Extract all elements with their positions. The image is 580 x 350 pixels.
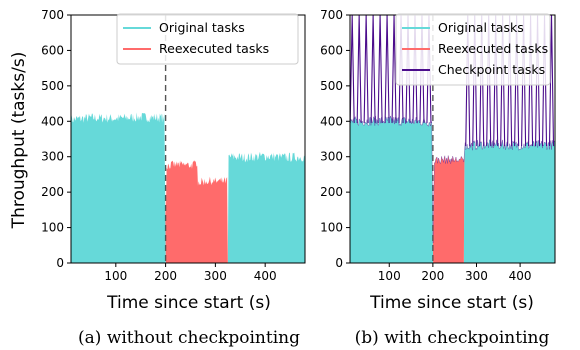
x-tick-label: 200: [154, 269, 177, 283]
x-tick-label: 400: [509, 269, 532, 283]
y-tick-label: 0: [335, 256, 343, 270]
checkpoint-spike: [419, 15, 425, 124]
y-tick-label: 500: [320, 79, 343, 93]
checkpoint-spike: [426, 15, 432, 124]
checkpoint-spike: [479, 15, 485, 147]
series-area-original-tasks: [350, 115, 555, 263]
checkpoint-edge: [350, 115, 555, 243]
checkpoint-spike: [350, 15, 355, 124]
series-area-reexecuted-tasks: [350, 115, 555, 263]
legend-label: Original tasks: [159, 20, 245, 35]
x-axis-label-a: Time since start (s): [106, 293, 271, 313]
chart-panel-b: 100 200 300 400 0 100 200 300 400 500 600 700 Origin…: [320, 8, 556, 348]
checkpoint-spike: [465, 15, 471, 147]
caption-b: (b) with checkpointing: [355, 328, 550, 348]
plot-area-a: 100 200 300 400 0 100 200 300 400 500 600 700 Origin…: [41, 8, 306, 283]
y-tick-label: 300: [41, 150, 64, 164]
legend-label: Original tasks: [438, 20, 524, 35]
checkpoint-spike: [541, 15, 548, 147]
series-checkpoint-tasks: [350, 15, 555, 243]
checkpoint-spike: [412, 15, 418, 124]
y-tick-label: 300: [320, 150, 343, 164]
series-area-reexecuted-tasks: [71, 112, 305, 263]
y-tick-label: 600: [41, 43, 64, 57]
y-axis-label: Throughput (tasks/s): [9, 52, 29, 230]
legend: Original tasks Reexecuted tasks Checkpoint…: [395, 13, 551, 86]
x-tick-label: 200: [421, 269, 444, 283]
legend: Original tasks Reexecuted tasks: [116, 13, 299, 65]
legend-label: Reexecuted tasks: [438, 41, 548, 56]
checkpoint-spike: [363, 15, 369, 124]
y-tick-label: 400: [320, 114, 343, 128]
checkpoint-spike: [486, 15, 492, 147]
checkpoint-spike: [535, 15, 541, 147]
series-area-original-tasks: [71, 112, 305, 263]
checkpoint-spike: [356, 15, 362, 124]
y-tick-label: 400: [41, 114, 64, 128]
y-tick-label: 500: [41, 79, 64, 93]
x-tick-label: 300: [465, 269, 488, 283]
checkpoint-spike: [384, 15, 390, 124]
plot-area-b: 100 200 300 400 0 100 200 300 400 500 600 700 Origin…: [320, 8, 556, 283]
y-tick-label: 100: [41, 221, 64, 235]
x-tick-label: 100: [378, 269, 401, 283]
checkpoint-spike: [521, 15, 527, 147]
x-tick-label: 400: [254, 269, 277, 283]
checkpoint-spike: [377, 15, 383, 124]
checkpoint-spike: [493, 15, 499, 147]
chart-panel-a: 100 200 300 400 0 100 200 300 400 500 600 700 Origin…: [41, 8, 306, 348]
y-tick-label: 100: [320, 221, 343, 235]
y-tick-label: 600: [320, 43, 343, 57]
y-tick-label: 200: [320, 185, 343, 199]
x-axis-label-b: Time since start (s): [369, 293, 534, 313]
checkpoint-spike: [548, 15, 555, 147]
checkpoint-spike: [370, 15, 376, 124]
x-tick-label: 100: [104, 269, 127, 283]
x-tick-label: 300: [204, 269, 227, 283]
checkpoint-spike: [391, 15, 397, 124]
y-tick-label: 200: [41, 185, 64, 199]
y-tick-label: 0: [56, 256, 64, 270]
legend-label: Checkpoint tasks: [438, 62, 545, 77]
checkpoint-spike: [405, 15, 411, 124]
caption-a: (a) without checkpointing: [78, 328, 300, 348]
checkpoint-spike: [398, 15, 404, 124]
checkpoint-spike: [507, 15, 513, 147]
checkpoint-spike: [514, 15, 520, 147]
checkpoint-spike: [500, 15, 506, 147]
y-tick-label: 700: [320, 8, 343, 22]
checkpoint-spike: [472, 15, 478, 147]
y-tick-label: 700: [41, 8, 64, 22]
checkpoint-spike: [528, 15, 534, 147]
legend-label: Reexecuted tasks: [159, 41, 269, 56]
